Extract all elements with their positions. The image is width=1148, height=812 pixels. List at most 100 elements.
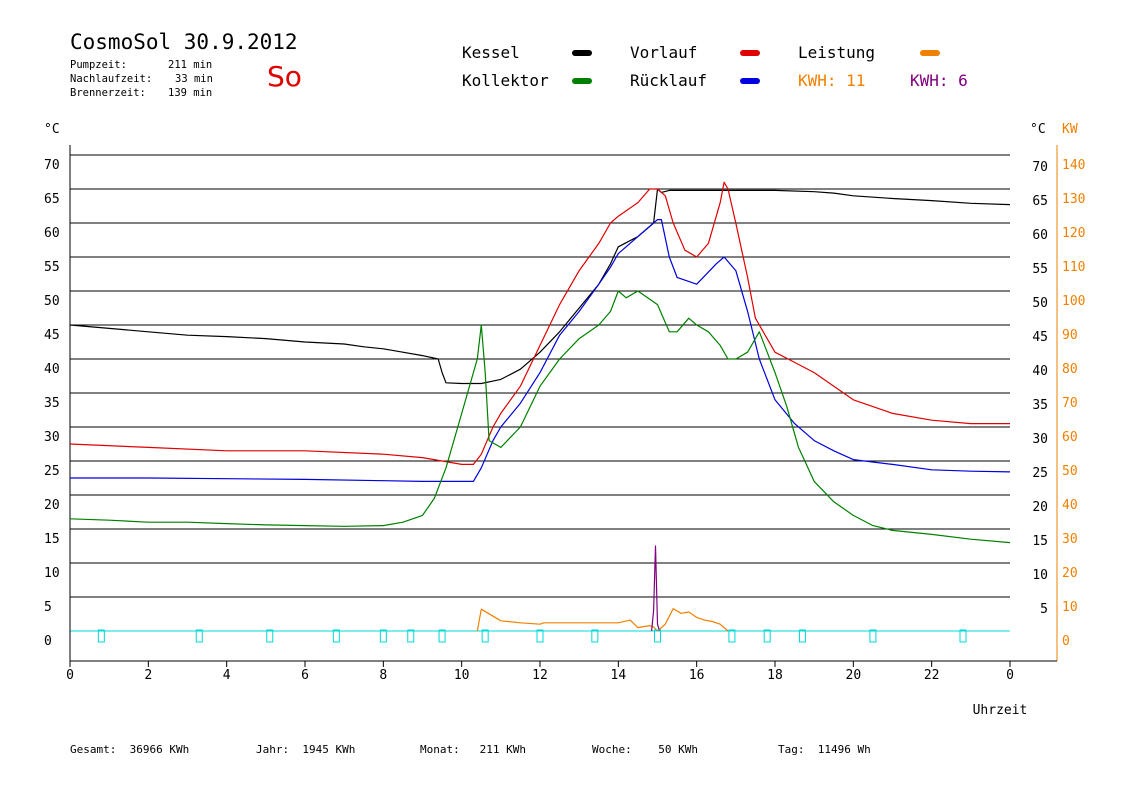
pump-marker <box>438 629 446 643</box>
y-tick-power: 10 <box>1062 600 1078 615</box>
pump-marker <box>266 629 274 643</box>
y-tick-left: 65 <box>44 192 60 207</box>
y-tick-right: 65 <box>1032 194 1048 209</box>
footer-tag: Tag: 11496 Wh <box>778 743 871 756</box>
series-vorlauf <box>69 181 1010 465</box>
x-tick: 6 <box>301 668 309 683</box>
pump-marker <box>959 629 967 643</box>
footer-gesamt: Gesamt: 36966 KWh <box>70 743 190 756</box>
y-tick-power: 130 <box>1062 192 1085 207</box>
y-tick-left: 40 <box>44 362 60 377</box>
y-tick-left: 70 <box>44 158 60 173</box>
y-tick-power: 60 <box>1062 430 1078 445</box>
y-tick-power: 120 <box>1062 226 1085 241</box>
pump-marker <box>195 629 203 643</box>
y-tick-right: 15 <box>1032 534 1048 549</box>
y-tick-left: 20 <box>44 498 60 513</box>
legend-vorlauf-swatch <box>740 50 760 56</box>
y-tick-right: 55 <box>1032 262 1048 277</box>
y-tick-left: 55 <box>44 260 60 275</box>
y-axis-unit-right: °C <box>1030 122 1046 137</box>
pump-marker <box>97 629 105 643</box>
x-tick: 0 <box>1006 668 1014 683</box>
y-tick-left: 50 <box>44 294 60 309</box>
series-kollektor <box>69 290 1011 544</box>
legend-kwh-purple: KWH: 6 <box>910 71 968 90</box>
y-tick-right: 5 <box>1040 602 1048 617</box>
y-tick-right: 50 <box>1032 296 1048 311</box>
legend-kessel: Kessel <box>462 43 520 62</box>
x-axis-label: Uhrzeit <box>973 703 1028 718</box>
x-tick: 10 <box>454 668 470 683</box>
y-tick-left: 60 <box>44 226 60 241</box>
pump-marker <box>536 629 544 643</box>
legend-ruecklauf: Rücklauf <box>630 71 708 90</box>
pump-marker <box>763 629 771 643</box>
legend-kollektor-swatch <box>572 78 592 84</box>
pump-marker <box>379 629 387 643</box>
y-tick-power: 30 <box>1062 532 1078 547</box>
pump-marker <box>654 629 661 643</box>
legend-kwh-orange: KWH: 11 <box>798 71 866 90</box>
footer-jahr: Jahr: 1945 KWh <box>256 743 356 756</box>
nachlauf-time-label: Nachlaufzeit: <box>70 73 153 85</box>
y-tick-right: 60 <box>1032 228 1048 243</box>
y-axis-unit-left: °C <box>44 122 60 137</box>
y-tick-power: 50 <box>1062 464 1078 479</box>
x-tick: 2 <box>144 668 152 683</box>
y-tick-left: 0 <box>44 634 52 649</box>
x-tick: 20 <box>846 668 862 683</box>
legend-ruecklauf-swatch <box>740 78 760 84</box>
pump-marker <box>407 629 415 643</box>
y-tick-left: 35 <box>44 396 60 411</box>
y-tick-left: 30 <box>44 430 60 445</box>
pump-time-value: 211 min <box>168 59 213 71</box>
y-tick-power: 0 <box>1062 634 1070 649</box>
x-tick: 18 <box>767 668 783 683</box>
series-kessel <box>69 188 1011 385</box>
x-tick: 16 <box>689 668 705 683</box>
y-tick-right: 35 <box>1032 398 1048 413</box>
footer-woche: Woche: 50 KWh <box>592 743 698 756</box>
y-tick-right: 25 <box>1032 466 1048 481</box>
series-r-cklauf <box>70 219 1011 482</box>
y-tick-left: 45 <box>44 328 60 343</box>
legend-kollektor: Kollektor <box>462 71 549 90</box>
legend-kessel-swatch <box>572 50 592 56</box>
y-tick-power: 40 <box>1062 498 1078 513</box>
legend-vorlauf: Vorlauf <box>630 43 698 62</box>
y-tick-right: 45 <box>1032 330 1048 345</box>
chart-title: CosmoSol 30.9.2012 <box>70 30 298 54</box>
y-tick-right: 30 <box>1032 432 1048 447</box>
series-kwh-6 <box>651 545 661 632</box>
y-tick-right: 20 <box>1032 500 1048 515</box>
brenner-time-label: Brennerzeit: <box>70 87 146 99</box>
y-tick-power: 80 <box>1062 362 1078 377</box>
pump-marker <box>798 629 806 643</box>
pump-time-label: Pumpzeit: <box>70 59 127 71</box>
weekday-label: So <box>267 60 302 93</box>
y-tick-power: 140 <box>1062 158 1085 173</box>
pump-marker <box>728 629 736 643</box>
pump-marker <box>591 629 599 643</box>
legend-leistung-swatch <box>920 50 940 56</box>
x-tick: 0 <box>66 668 74 683</box>
y-tick-power: 90 <box>1062 328 1078 343</box>
pump-marker <box>481 629 489 643</box>
y-tick-right: 70 <box>1032 160 1048 175</box>
y-axis-unit-power: KW <box>1062 122 1078 137</box>
y-tick-right: 10 <box>1032 568 1048 583</box>
x-tick: 4 <box>223 668 231 683</box>
pump-marker <box>869 629 877 643</box>
y-tick-power: 70 <box>1062 396 1078 411</box>
y-tick-power: 100 <box>1062 294 1085 309</box>
series-leistung <box>476 607 729 632</box>
footer-monat: Monat: 211 KWh <box>420 743 526 756</box>
legend-leistung: Leistung <box>798 43 876 62</box>
y-tick-power: 110 <box>1062 260 1085 275</box>
nachlauf-time-value: 33 min <box>175 73 213 85</box>
x-tick: 14 <box>611 668 627 683</box>
pump-marker <box>332 629 340 643</box>
y-tick-power: 20 <box>1062 566 1078 581</box>
